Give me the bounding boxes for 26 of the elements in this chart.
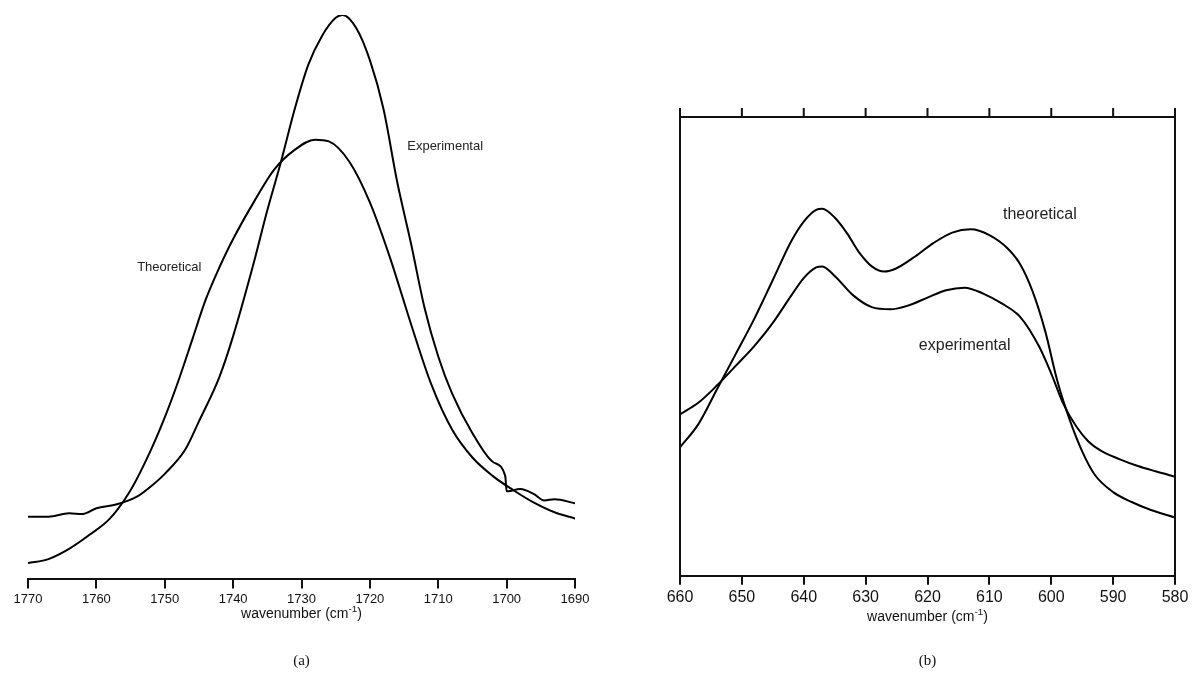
x-tick-label: 610 — [976, 587, 1003, 605]
series-label: Theoretical — [137, 258, 202, 274]
series-label: theoretical — [1002, 205, 1077, 223]
x-tick-label: 1770 — [13, 590, 43, 606]
x-tick-label: 1730 — [287, 590, 316, 606]
x-tick-label: 620 — [914, 587, 941, 605]
x-tick-label: 1750 — [150, 590, 180, 606]
x-tick-label: 1710 — [423, 590, 453, 606]
series-label: Experimental — [407, 137, 484, 153]
x-tick-label: 630 — [852, 587, 880, 605]
x-tick-label: 650 — [728, 587, 756, 605]
x-tick-label: 580 — [1161, 587, 1189, 605]
x-tick-label: 600 — [1037, 587, 1065, 605]
x-tick-label: 1690 — [560, 590, 590, 606]
x-tick-label: 590 — [1099, 587, 1127, 605]
text: (b) — [917, 652, 938, 669]
x-tick-label: 1720 — [355, 590, 385, 606]
x-tick-label: 640 — [790, 587, 818, 605]
x-tick-label: 660 — [666, 587, 694, 605]
x-tick-label: 1700 — [492, 590, 522, 606]
series-label: experimental — [918, 336, 1011, 354]
text: (a) — [292, 652, 311, 669]
x-axis-title: wavenumber (cm$^{-1}$) — [866, 606, 989, 624]
x-axis-title: wavenumber (cm$^{-1}$) — [241, 603, 362, 621]
x-tick-label: 1760 — [81, 590, 111, 606]
x-tick-label: 1740 — [218, 590, 248, 606]
